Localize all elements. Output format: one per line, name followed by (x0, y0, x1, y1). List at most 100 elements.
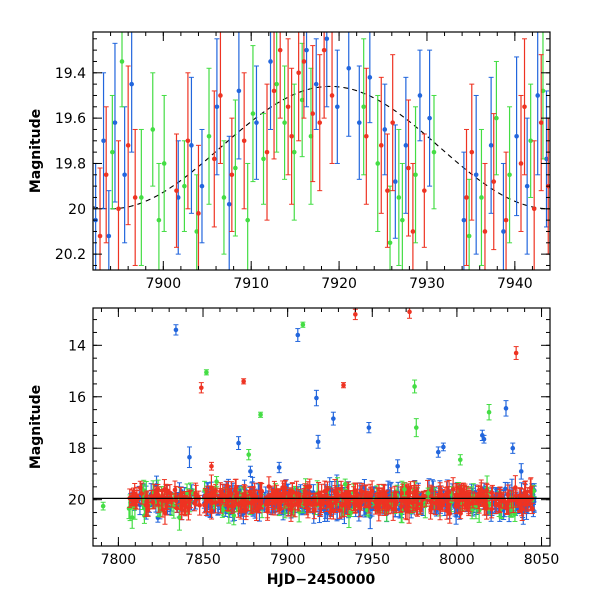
data-point (322, 0, 327, 118)
data-point-marker (213, 493, 218, 498)
data-point-marker (278, 48, 283, 53)
data-point-marker (404, 143, 409, 148)
data-point-marker (304, 48, 309, 53)
x-tick-label: 7910 (233, 276, 269, 292)
data-point (212, 91, 217, 227)
data-point-marker (330, 93, 335, 98)
data-point-marker (361, 105, 366, 110)
data-point (507, 107, 512, 243)
data-point (229, 118, 234, 231)
data-point (335, 50, 340, 163)
data-point (104, 107, 109, 243)
data-point (289, 68, 294, 204)
data-point-marker (388, 241, 393, 246)
data-point (221, 141, 226, 254)
data-point-marker (225, 483, 230, 488)
data-point (296, 5, 301, 141)
data-point-marker (522, 105, 527, 110)
data-point-marker (265, 150, 270, 155)
data-point-marker (218, 93, 223, 98)
data-point-marker (221, 508, 226, 513)
data-point (388, 186, 393, 299)
data-point (133, 129, 138, 265)
data-point-marker (346, 66, 351, 71)
data-point (304, 0, 309, 107)
data-point-marker (489, 143, 494, 148)
data-point-marker (335, 105, 340, 110)
data-point-marker (261, 157, 266, 162)
data-point-marker (422, 188, 427, 193)
data-point (261, 114, 266, 205)
data-point (357, 66, 362, 179)
data-point (375, 95, 380, 231)
x-tick-label: 7920 (321, 276, 357, 292)
data-point-marker (237, 89, 242, 94)
data-point (286, 39, 291, 175)
data-point-marker (129, 82, 134, 87)
data-point (367, 32, 372, 123)
data-point (98, 168, 103, 304)
data-point-marker (400, 218, 405, 223)
data-point-marker (525, 184, 530, 189)
data-point (525, 118, 530, 254)
data-point-marker (196, 211, 201, 216)
data-point-marker (107, 234, 112, 239)
data-point (218, 27, 223, 163)
data-point-marker (101, 139, 106, 144)
data-point (182, 141, 187, 232)
data-point-marker (364, 134, 369, 139)
data-point (417, 50, 422, 141)
data-point (150, 73, 155, 186)
data-point (101, 73, 106, 209)
data-point-marker (494, 116, 499, 121)
data-point-marker (328, 510, 333, 515)
data-point-marker (433, 501, 438, 506)
data-point (396, 129, 401, 265)
data-point (185, 73, 190, 209)
data-point-marker (464, 195, 469, 200)
data-point-marker (418, 93, 423, 98)
data-point (189, 77, 194, 213)
data-point (393, 125, 398, 238)
data-point (346, 0, 351, 136)
data-point (482, 163, 487, 299)
data-point (139, 129, 144, 265)
data-point (406, 100, 411, 236)
data-point-marker (324, 37, 329, 42)
data-point-marker (393, 179, 398, 184)
data-point-marker (368, 75, 373, 80)
data-point (422, 134, 427, 247)
data-point-marker (133, 195, 138, 200)
data-point-marker (467, 234, 472, 239)
data-point-marker (230, 173, 235, 178)
data-point-marker (98, 234, 103, 239)
data-point-marker (382, 127, 387, 132)
top-y-axis-label: Magnitude (28, 109, 44, 193)
data-point-marker (413, 173, 418, 178)
data-point (364, 68, 369, 204)
data-point-marker (254, 120, 259, 125)
data-point-marker (491, 179, 496, 184)
data-point-marker (397, 195, 402, 200)
data-point (268, 0, 273, 129)
data-point-marker (385, 188, 390, 193)
data-point (413, 107, 418, 243)
data-point (110, 95, 115, 208)
data-point-marker (483, 229, 488, 234)
data-point (469, 84, 474, 220)
data-point-marker (130, 515, 135, 520)
data-point (278, 0, 283, 118)
data-point (382, 84, 387, 175)
data-point (282, 66, 287, 179)
data-point (494, 61, 499, 174)
data-point (314, 39, 319, 130)
data-point (317, 55, 322, 191)
bottom-plot-area (93, 305, 550, 530)
data-point-marker (462, 218, 467, 223)
data-point (122, 107, 127, 243)
data-point (120, 16, 125, 107)
data-point (427, 50, 432, 186)
data-point-marker (532, 207, 537, 212)
